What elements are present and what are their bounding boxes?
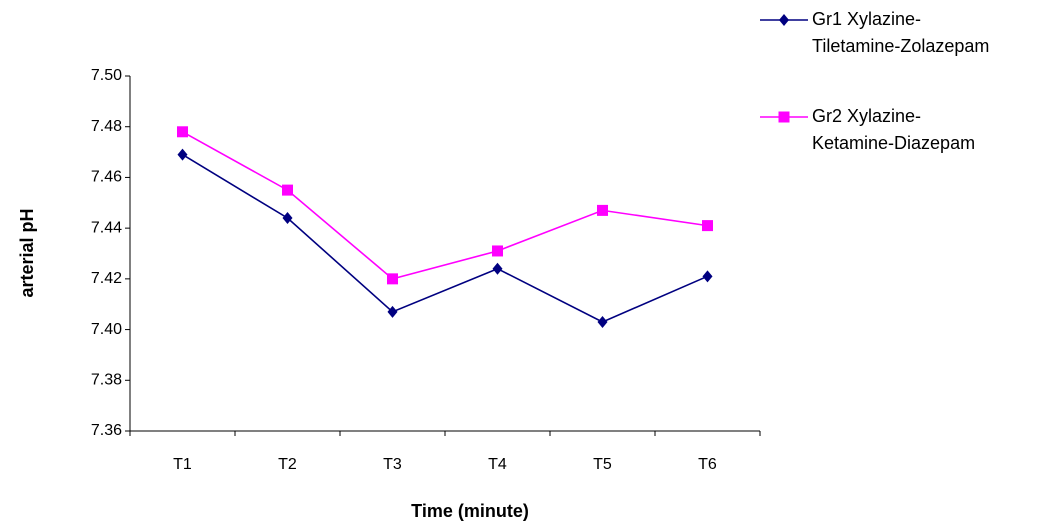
background bbox=[0, 0, 1057, 525]
y-tick-label: 7.44 bbox=[91, 219, 122, 236]
y-tick-label: 7.38 bbox=[91, 372, 122, 389]
marker bbox=[702, 220, 713, 231]
y-axis-label: arterial pH bbox=[17, 208, 37, 297]
legend-text: Gr1 Xylazine- bbox=[812, 9, 921, 29]
legend-text: Ketamine-Diazepam bbox=[812, 133, 975, 153]
marker bbox=[387, 273, 398, 284]
x-tick-label: T1 bbox=[173, 456, 192, 473]
legend-text: Tiletamine-Zolazepam bbox=[812, 36, 989, 56]
marker bbox=[779, 112, 790, 123]
marker bbox=[597, 205, 608, 216]
x-tick-label: T3 bbox=[383, 456, 402, 473]
marker bbox=[282, 185, 293, 196]
y-tick-label: 7.46 bbox=[91, 169, 122, 186]
y-tick-label: 7.50 bbox=[91, 67, 122, 84]
chart: Time (minute) arterial pH 7.36 7.38 7.40 7.… bbox=[0, 0, 1057, 525]
y-tick-label: 7.48 bbox=[91, 118, 122, 135]
x-tick-label: T2 bbox=[278, 456, 297, 473]
y-tick-label: 7.36 bbox=[91, 422, 122, 439]
x-tick-label: T4 bbox=[488, 456, 507, 473]
marker bbox=[492, 245, 503, 256]
marker bbox=[177, 126, 188, 137]
x-axis-label: Time (minute) bbox=[411, 501, 529, 521]
legend-text: Gr2 Xylazine- bbox=[812, 106, 921, 126]
y-tick-label: 7.42 bbox=[91, 270, 122, 287]
x-tick-label: T6 bbox=[698, 456, 717, 473]
x-tick-label: T5 bbox=[593, 456, 612, 473]
y-tick-label: 7.40 bbox=[91, 321, 122, 338]
